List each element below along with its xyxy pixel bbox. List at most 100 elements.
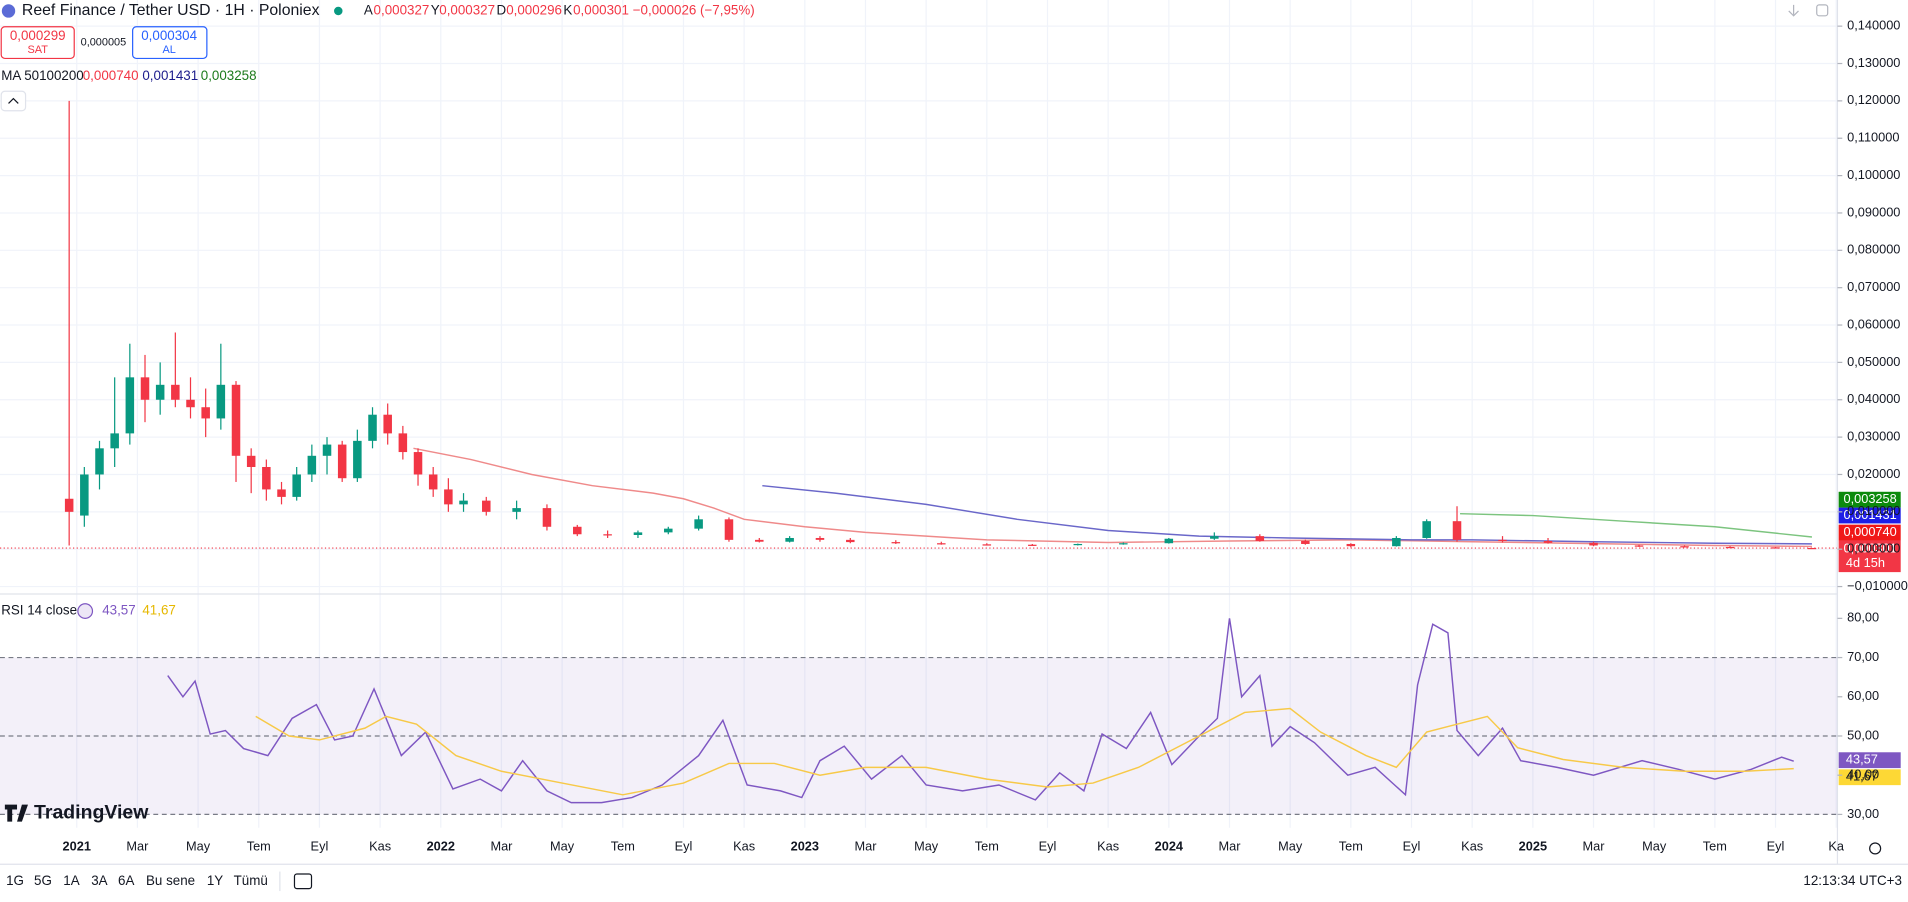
range-button[interactable]: 3A [91, 873, 107, 888]
range-button[interactable]: 1Y [207, 873, 223, 888]
sell-label: SAT [27, 44, 48, 56]
logo-text[interactable]: TradingView [34, 801, 149, 823]
line [762, 484, 1812, 545]
x-tick-label: May [1278, 839, 1303, 854]
buy-button[interactable] [132, 26, 208, 60]
candle-body [937, 543, 946, 545]
candle-body [1422, 521, 1431, 538]
x-tick-label: Tem [611, 839, 635, 854]
range-button[interactable]: 5G [34, 873, 52, 888]
clock: 12:13:34 UTC+3 [1803, 873, 1902, 888]
rsi-label[interactable]: RSI 14 close [1, 603, 77, 618]
candle-body [664, 528, 673, 533]
candle-body [1807, 547, 1817, 550]
y-tick-label: 0,050000 [1847, 354, 1900, 369]
candle-body [1680, 546, 1689, 548]
rsi-ma-badge [1838, 769, 1901, 786]
y-tick-label: 0,060000 [1847, 316, 1900, 331]
rsi-ma-value: 41,67 [142, 603, 175, 618]
rsi-icon[interactable] [77, 603, 94, 619]
candle-body [1634, 545, 1644, 547]
candle-body [1543, 540, 1553, 543]
candle-body [755, 539, 764, 542]
calendar-icon[interactable] [293, 873, 313, 890]
download-icon[interactable] [1788, 4, 1799, 17]
y-tick-label: 30,00 [1847, 806, 1879, 821]
y-tick-label: 0,140000 [1847, 18, 1900, 33]
candle-body [413, 452, 423, 475]
x-tick-label: Eyl [1039, 839, 1057, 854]
candle-body [186, 399, 195, 408]
ma-label[interactable]: MA 50100200 [1, 68, 84, 83]
x-tick-label: Eyl [1767, 839, 1785, 854]
candle-body [573, 526, 582, 535]
rsi-value: 43,57 [102, 603, 135, 618]
candle-body [1498, 539, 1507, 542]
collapse-button[interactable] [0, 90, 27, 112]
symbol-title[interactable]: Reef Finance / Tether USD · 1H · Polonie… [22, 2, 320, 19]
candle-body [383, 414, 392, 434]
y-tick-label: 50,00 [1847, 727, 1879, 742]
candle-body [337, 444, 347, 479]
countdown: 4d 15h [1846, 555, 1885, 570]
candle-body [982, 544, 992, 546]
y-tick-label: 80,00 [1847, 610, 1879, 625]
settings-icon[interactable] [1869, 842, 1882, 855]
candle-body [307, 455, 317, 475]
x-tick-label: May [550, 839, 575, 854]
plot [0, 100, 1838, 804]
ohlc-value: 0,000301 [573, 2, 629, 17]
ohlc-value: 0,000296 [506, 2, 562, 17]
candle-body [1073, 543, 1083, 546]
candle-body [444, 489, 453, 505]
y-tick-label: 0,110000 [1847, 130, 1899, 145]
candle-body [1725, 546, 1735, 549]
x-tick-label: Eyl [675, 839, 693, 854]
price-badge-text: 0,000301 [1844, 540, 1897, 555]
price-badge [1838, 540, 1901, 573]
sell-button[interactable] [0, 26, 75, 60]
ma-value: 0,000740 [83, 68, 139, 83]
y-tick-label: 0,080000 [1847, 242, 1900, 257]
candle-body [95, 448, 104, 475]
status-dot [334, 6, 343, 16]
candle-body [277, 489, 286, 497]
candle-body [428, 474, 438, 490]
range-button[interactable]: Bu sene [146, 873, 195, 888]
range-button[interactable]: Tümü [234, 873, 268, 888]
candle-body [1452, 521, 1462, 540]
x-tick-label: Eyl [1403, 839, 1421, 854]
logo-mark [4, 804, 28, 822]
fullscreen-icon[interactable] [1816, 4, 1829, 17]
ma-value: 0,003258 [201, 68, 257, 83]
candle-body [512, 508, 521, 512]
y-tick-label: 0,070000 [1847, 279, 1900, 294]
spread: 0,000005 [81, 36, 127, 48]
y-tick-label: −0,010000 [1847, 578, 1908, 593]
x-tick-label: Tem [247, 839, 271, 854]
y-tick-label: 0,040000 [1847, 391, 1900, 406]
candle-body [785, 537, 794, 542]
candle-body [1028, 544, 1037, 546]
candle-body [891, 542, 901, 544]
ma100-badge [1838, 507, 1901, 524]
x-tick-label: Mar [1583, 839, 1606, 854]
range-button[interactable]: 1A [63, 873, 79, 888]
range-button[interactable]: 1G [6, 873, 24, 888]
range-button[interactable]: 6A [118, 873, 134, 888]
ma50-badge-text: 0,000740 [1844, 524, 1897, 539]
x-tick-label: Kas [1461, 839, 1483, 854]
rsi-badge-text: 43,57 [1846, 752, 1878, 767]
candle-body [1164, 538, 1174, 544]
candle-body [201, 407, 210, 419]
ohlc-label: K [563, 2, 572, 17]
candle-body [80, 474, 89, 516]
candle-body [542, 508, 552, 527]
candle-body [110, 433, 119, 449]
y-tick-label: 70,00 [1847, 649, 1879, 664]
candle-body [171, 384, 180, 400]
line [255, 707, 1794, 796]
y-tick-label: 0,030000 [1847, 428, 1900, 443]
candle-body [1301, 540, 1310, 544]
candle-body [846, 539, 855, 543]
